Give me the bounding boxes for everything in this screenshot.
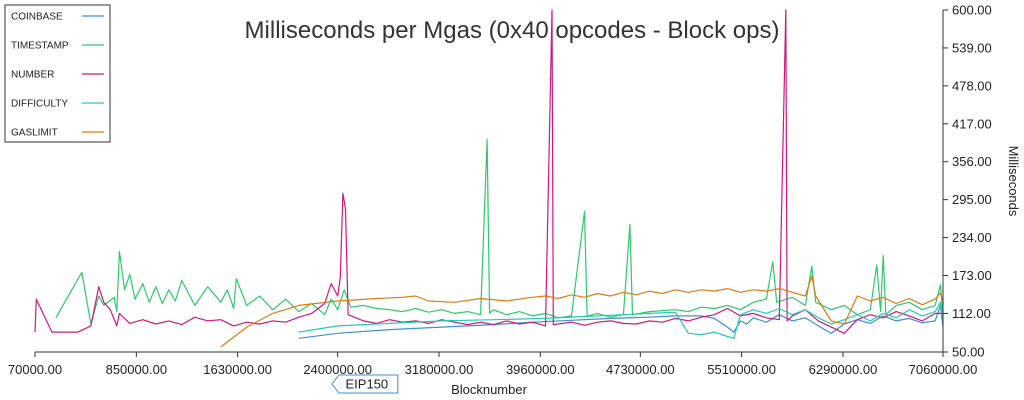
- x-tick-label: 3180000.00: [405, 362, 474, 377]
- legend: COINBASE TIMESTAMP NUMBER DIFFICULTY GASLIMI…: [4, 4, 111, 143]
- legend-label-gaslimit: GASLIMIT: [11, 128, 58, 139]
- x-tick-label: 850000.00: [106, 362, 167, 377]
- y-tick-label: 50.00: [952, 345, 985, 360]
- chart-title: Milliseconds per Mgas (0x40 opcodes - Bl…: [245, 17, 780, 44]
- x-tick-label: 5510000.00: [707, 362, 776, 377]
- y-tick-label: 417.00: [952, 116, 992, 131]
- series-line-gaslimit: [220, 275, 944, 348]
- x-tick-label: 3960000.00: [506, 362, 575, 377]
- y-tick-label: 234.00: [952, 230, 992, 245]
- y-tick-label: 356.00: [952, 154, 992, 169]
- legend-label-number: NUMBER: [11, 70, 54, 81]
- x-tick-label: 1630000.00: [203, 362, 272, 377]
- y-tick-label: 600.00: [952, 3, 992, 18]
- legend-label-timestamp: TIMESTAMP: [11, 41, 69, 52]
- annotation-marker-eip150: [331, 374, 399, 394]
- x-axis-title: Blocknumber: [451, 382, 528, 397]
- x-tick-label: 2400000.00: [303, 362, 372, 377]
- x-tick-label: 6290000.00: [809, 362, 878, 377]
- annotation-label: EIP150: [346, 377, 389, 392]
- series-line-number: [34, 9, 943, 334]
- series-line-timestamp: [55, 138, 944, 325]
- series-line-difficulty: [298, 301, 944, 339]
- y-tick-label: 112.00: [952, 306, 991, 321]
- y-axis-ticks: 50.00 112.00 173.00 234.00 295.00 356.00 417.0…: [943, 3, 992, 360]
- y-tick-label: 539.00: [952, 40, 992, 55]
- annotations: EIP150: [331, 374, 399, 394]
- y-tick-label: 173.00: [952, 268, 992, 283]
- x-tick-label: 70000.00: [8, 362, 62, 377]
- y-axis-title: Milliseconds: [1006, 146, 1021, 217]
- y-tick-label: 478.00: [952, 78, 992, 93]
- y-tick-label: 295.00: [952, 192, 992, 207]
- legend-label-coinbase: COINBASE: [11, 12, 63, 23]
- x-tick-label: 4730000.00: [606, 362, 675, 377]
- x-axis-ticks: 70000.00 850000.00 1630000.00 2400000.00 318…: [8, 352, 977, 377]
- legend-label-difficulty: DIFFICULTY: [11, 99, 68, 110]
- plot-area: [34, 9, 944, 348]
- x-tick-label: 7060000.00: [909, 362, 978, 377]
